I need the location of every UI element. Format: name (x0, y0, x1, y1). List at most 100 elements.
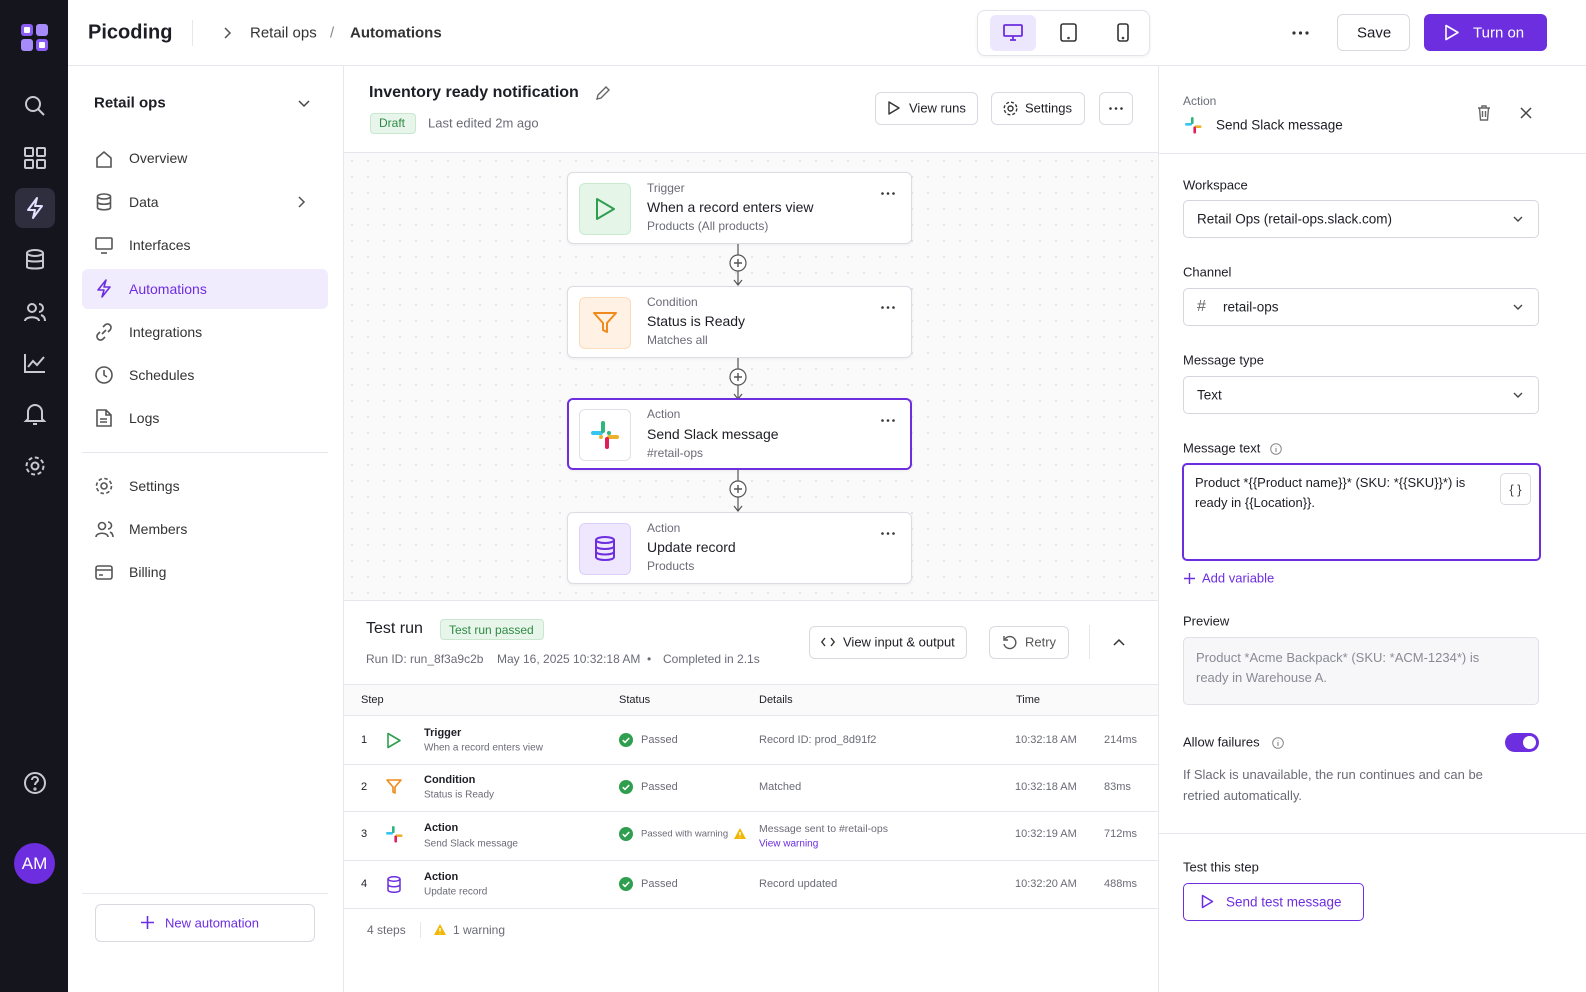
plus-icon[interactable] (1184, 573, 1195, 584)
view-io-button[interactable] (809, 626, 967, 659)
nav-item[interactable]: Billing (129, 564, 167, 580)
nav-item[interactable]: Interfaces (129, 237, 191, 253)
gear-icon[interactable] (1003, 101, 1018, 116)
info-icon[interactable] (1270, 443, 1282, 455)
step-kind: Action (647, 521, 681, 535)
workspace-select[interactable] (1183, 200, 1539, 238)
edit-icon[interactable] (595, 86, 610, 101)
save-label[interactable]: Save (1357, 24, 1392, 42)
view-warning-link[interactable]: View warning (759, 838, 819, 850)
automation-title: Inventory ready notification (369, 84, 579, 101)
step-kind: Trigger (647, 181, 685, 195)
step-number: 1 (361, 734, 368, 746)
step-menu[interactable] (881, 532, 895, 535)
nav-item-active[interactable]: Automations (129, 281, 207, 297)
database-icon[interactable] (25, 249, 45, 271)
nav-icon (97, 279, 111, 298)
help-icon[interactable] (24, 772, 46, 794)
message-type-select[interactable] (1183, 376, 1539, 414)
active-rail-item[interactable] (15, 188, 55, 228)
apps-icon[interactable] (24, 147, 46, 169)
nav-item[interactable]: Integrations (129, 324, 203, 340)
close-icon[interactable] (1520, 107, 1532, 119)
nav-active[interactable] (82, 269, 328, 309)
turn-on-button[interactable] (1424, 14, 1547, 51)
view-io-label[interactable]: View input & output (843, 634, 955, 650)
add-variable-link[interactable]: Add variable (1202, 570, 1275, 586)
step-menu[interactable] (881, 306, 895, 309)
nav-item[interactable]: Logs (129, 410, 160, 426)
more-icon[interactable] (1109, 107, 1123, 110)
field-value[interactable]: retail-ops (1223, 299, 1279, 315)
field-label: Allow failures (1183, 734, 1260, 750)
more-icon[interactable] (1292, 31, 1309, 35)
new-automation-label[interactable]: New automation (165, 915, 259, 931)
settings-button[interactable] (991, 92, 1085, 125)
field-label: Preview (1183, 613, 1230, 629)
avatar[interactable]: AM (14, 843, 55, 884)
search-icon[interactable] (24, 95, 46, 117)
message-text[interactable]: Product *{{Product name}}* (SKU: *{{SKU}… (1195, 475, 1466, 510)
dropdown-icon[interactable] (1513, 392, 1523, 398)
settings-label[interactable]: Settings (1025, 100, 1072, 116)
notifications-icon[interactable] (23, 403, 47, 425)
flow-step[interactable] (567, 172, 912, 244)
users-icon[interactable] (24, 301, 46, 323)
play-icon[interactable] (1201, 894, 1214, 909)
field-value[interactable]: Retail Ops (retail-ops.slack.com) (1197, 211, 1393, 227)
automations-icon[interactable] (25, 197, 45, 219)
view-runs-label[interactable]: View runs (909, 100, 966, 116)
step-menu[interactable] (881, 192, 895, 195)
tablet-icon[interactable] (1060, 23, 1077, 42)
field-label: Channel (1183, 264, 1232, 280)
info-icon[interactable] (1272, 737, 1284, 749)
settings-icon[interactable] (24, 455, 46, 477)
delete-icon[interactable] (1477, 105, 1491, 121)
turn-on-label[interactable]: Turn on (1473, 24, 1525, 42)
desktop-icon[interactable] (1003, 24, 1023, 41)
code-icon[interactable] (820, 637, 836, 647)
play-icon[interactable] (1444, 24, 1460, 41)
breadcrumb-link[interactable]: Retail ops (250, 24, 317, 42)
nav-item[interactable]: Members (129, 521, 188, 537)
column-header: Details (759, 694, 793, 706)
phone-icon[interactable] (1117, 23, 1129, 42)
play-icon[interactable] (888, 101, 900, 115)
collapse-icon[interactable] (1113, 638, 1125, 646)
workspace-name[interactable]: Retail ops (94, 94, 166, 112)
message-textarea[interactable] (1182, 463, 1541, 561)
variable-button[interactable]: { } (1500, 473, 1531, 505)
analytics-icon[interactable] (24, 353, 46, 373)
retry-button[interactable] (989, 626, 1069, 659)
plus-icon[interactable] (141, 916, 154, 929)
send-test-button[interactable] (1183, 883, 1364, 921)
nav-item[interactable]: Schedules (129, 367, 195, 383)
dropdown-icon[interactable] (1513, 304, 1523, 310)
nav-icon (96, 323, 112, 341)
step-menu[interactable] (881, 419, 895, 422)
field-value[interactable]: Text (1197, 387, 1222, 403)
step-name: When a record enters view (424, 742, 543, 754)
send-test-label[interactable]: Send test message (1226, 894, 1342, 910)
nav-item[interactable]: Data (129, 194, 159, 210)
retry-icon[interactable] (1002, 635, 1017, 650)
field-label: Workspace (1183, 177, 1248, 193)
new-automation-button[interactable] (95, 904, 315, 942)
flow-step[interactable] (567, 286, 912, 358)
more-button[interactable] (1099, 92, 1133, 125)
dropdown-icon[interactable] (1513, 216, 1523, 222)
device-active[interactable] (990, 15, 1036, 51)
view-runs-button[interactable] (875, 92, 978, 125)
divider (344, 152, 1158, 153)
nav-item[interactable]: Settings (129, 478, 180, 494)
flow-step-selected[interactable] (567, 398, 912, 470)
save-button[interactable] (1337, 14, 1410, 51)
retry-label[interactable]: Retry (1025, 634, 1057, 650)
allow-failures-toggle[interactable] (1505, 733, 1539, 752)
channel-select[interactable] (1183, 288, 1539, 326)
step-kind: Action (647, 407, 681, 421)
flow-step[interactable] (567, 512, 912, 584)
dropdown-icon[interactable] (298, 100, 310, 108)
nav-item[interactable]: Overview (129, 150, 188, 166)
last-edited: Last edited 2m ago (428, 115, 539, 131)
